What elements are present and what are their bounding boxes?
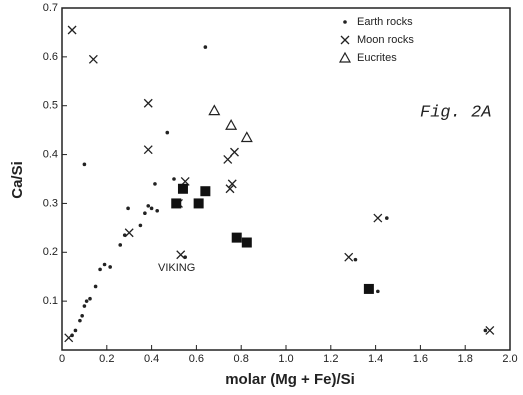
point bbox=[485, 325, 495, 335]
x-tick-label: 1.2 bbox=[323, 353, 338, 365]
point bbox=[227, 179, 237, 189]
y-tick-label: 0.4 bbox=[43, 148, 58, 160]
point bbox=[88, 54, 98, 64]
point bbox=[149, 206, 154, 211]
x-tick-label: 0 bbox=[59, 353, 65, 365]
x-tick-label: 1.0 bbox=[278, 353, 293, 365]
point bbox=[108, 265, 112, 269]
point bbox=[153, 182, 157, 186]
x-tick-label: 0.8 bbox=[234, 353, 249, 365]
point bbox=[225, 119, 238, 130]
point bbox=[231, 232, 242, 243]
legend-label: Moon rocks bbox=[357, 34, 414, 46]
x-tick-label: 1.8 bbox=[458, 353, 473, 365]
legend-marker bbox=[343, 20, 347, 24]
y-tick-label: 0.5 bbox=[43, 100, 58, 112]
legend-label: Earth rocks bbox=[357, 16, 413, 28]
point bbox=[93, 284, 98, 289]
point bbox=[171, 198, 182, 209]
point bbox=[143, 98, 153, 108]
x-tick-label: 1.4 bbox=[368, 353, 383, 365]
x-tick-label: 1.6 bbox=[413, 353, 428, 365]
point bbox=[143, 145, 153, 155]
point bbox=[118, 243, 123, 247]
x-tick-label: 0.6 bbox=[189, 353, 204, 365]
point bbox=[64, 333, 74, 343]
annotation: VIKING bbox=[158, 262, 195, 274]
point bbox=[102, 262, 107, 267]
point bbox=[84, 299, 89, 303]
legend-marker bbox=[338, 51, 352, 63]
point bbox=[82, 162, 87, 167]
legend-marker bbox=[340, 35, 350, 45]
point bbox=[376, 289, 380, 294]
point bbox=[88, 296, 92, 301]
point bbox=[126, 206, 130, 211]
x-tick-label: 0.2 bbox=[99, 353, 114, 365]
y-tick-label: 0.6 bbox=[43, 51, 58, 63]
point bbox=[80, 314, 84, 318]
x-axis-title: molar (Mg + Fe)/Si bbox=[225, 371, 355, 388]
point bbox=[373, 213, 383, 223]
point bbox=[82, 304, 87, 308]
point bbox=[146, 204, 151, 208]
point bbox=[208, 104, 221, 116]
plot-frame bbox=[61, 7, 511, 351]
point bbox=[78, 318, 82, 323]
point bbox=[223, 154, 233, 164]
point bbox=[353, 257, 358, 262]
point bbox=[241, 237, 252, 248]
point bbox=[483, 328, 488, 333]
point bbox=[203, 45, 208, 49]
point bbox=[230, 147, 239, 157]
point bbox=[177, 183, 188, 194]
point bbox=[172, 177, 176, 181]
figure-label: Fig. 2A bbox=[420, 103, 491, 122]
point bbox=[98, 267, 102, 272]
point bbox=[193, 198, 204, 209]
point bbox=[124, 228, 134, 238]
x-tick-label: 2.0 bbox=[502, 353, 517, 365]
point bbox=[155, 208, 159, 213]
point bbox=[385, 216, 389, 220]
point bbox=[143, 211, 147, 215]
point bbox=[344, 252, 354, 262]
y-tick-label: 0.7 bbox=[43, 2, 58, 14]
y-tick-label: 0.1 bbox=[43, 295, 58, 307]
point bbox=[176, 250, 186, 260]
y-tick-label: 0.2 bbox=[43, 246, 58, 258]
point bbox=[240, 131, 253, 143]
legend-label: Eucrites bbox=[357, 52, 397, 64]
point bbox=[225, 184, 235, 194]
point bbox=[165, 130, 170, 135]
x-tick-label: 0.4 bbox=[144, 353, 159, 365]
point bbox=[73, 328, 78, 333]
point bbox=[200, 186, 211, 197]
point bbox=[67, 25, 77, 35]
y-axis-title: Ca/Si bbox=[9, 161, 26, 199]
point bbox=[138, 223, 143, 228]
y-tick-label: 0.3 bbox=[43, 197, 58, 209]
point bbox=[363, 283, 374, 294]
